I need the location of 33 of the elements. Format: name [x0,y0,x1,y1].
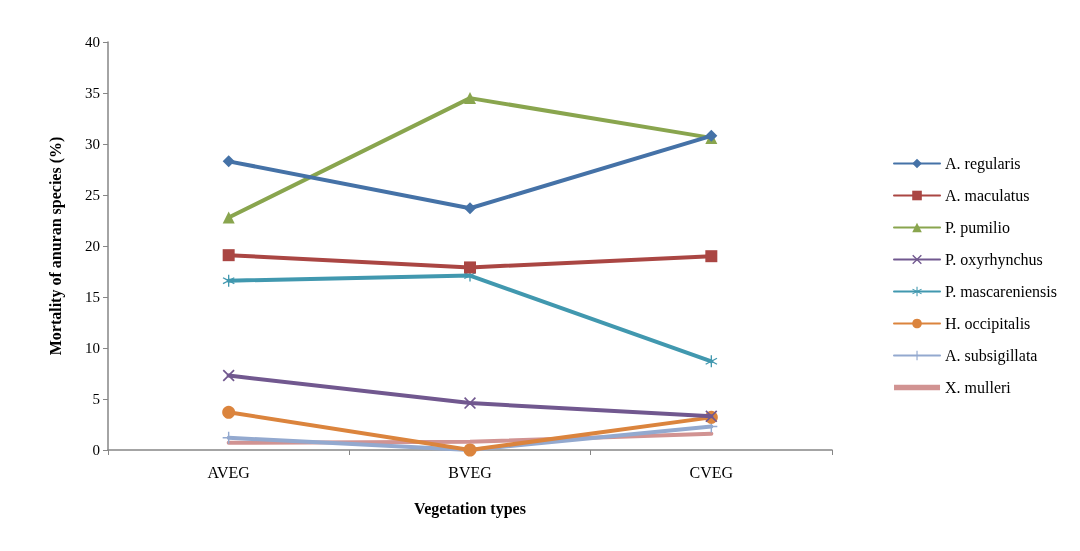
point [222,405,236,419]
x-tick-label: CVEG [689,463,734,481]
y-tick-label: 10 [85,340,100,356]
x-tick-label: BVEG [448,463,493,481]
point [464,202,476,215]
point [705,250,718,263]
legend-label: P. mascareniensis [945,283,1058,300]
legend-label: H. occipitalis [945,315,1031,333]
point [222,155,235,168]
legend-label: A. maculatus [945,187,1030,204]
y-axis-title: Mortality of anuran species (%) [46,136,65,356]
point [222,274,235,287]
point [464,397,476,410]
point [464,261,476,274]
y-tick-label: 15 [85,289,100,305]
legend-label: X. mulleri [945,379,1012,396]
y-tick-label: 35 [85,85,100,101]
y-tick-label: 0 [92,442,100,458]
y-tick-label: 40 [85,34,100,50]
y-tick-label: 20 [85,238,100,254]
legend-label: P. pumilio [945,219,1010,237]
point [222,369,235,382]
point [222,211,235,224]
y-tick-label: 25 [85,187,100,203]
point [222,249,235,262]
point [464,92,476,105]
legend-label: P. oxyrhynchus [945,251,1043,269]
x-axis-title: Vegetation types [414,499,526,518]
x-tick-label: AVEG [207,463,251,481]
y-tick-label: 30 [85,136,100,152]
legend-label: A. subsigillata [945,347,1038,365]
legend-label: A. regularis [945,155,1021,173]
y-tick-label: 5 [92,391,100,407]
